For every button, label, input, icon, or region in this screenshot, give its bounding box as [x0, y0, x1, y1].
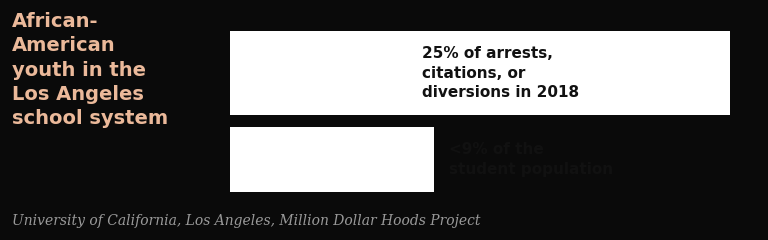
Text: University of California, Los Angeles, Million Dollar Hoods Project: University of California, Los Angeles, M… [12, 214, 480, 228]
Bar [230, 127, 434, 192]
Text: <9% of the
student population: <9% of the student population [449, 143, 614, 177]
Text: African-
American
youth in the
Los Angeles
school system: African- American youth in the Los Angel… [12, 12, 167, 128]
Text: 25% of arrests,
citations, or
diversions in 2018: 25% of arrests, citations, or diversions… [422, 47, 580, 100]
Bar [230, 31, 730, 115]
